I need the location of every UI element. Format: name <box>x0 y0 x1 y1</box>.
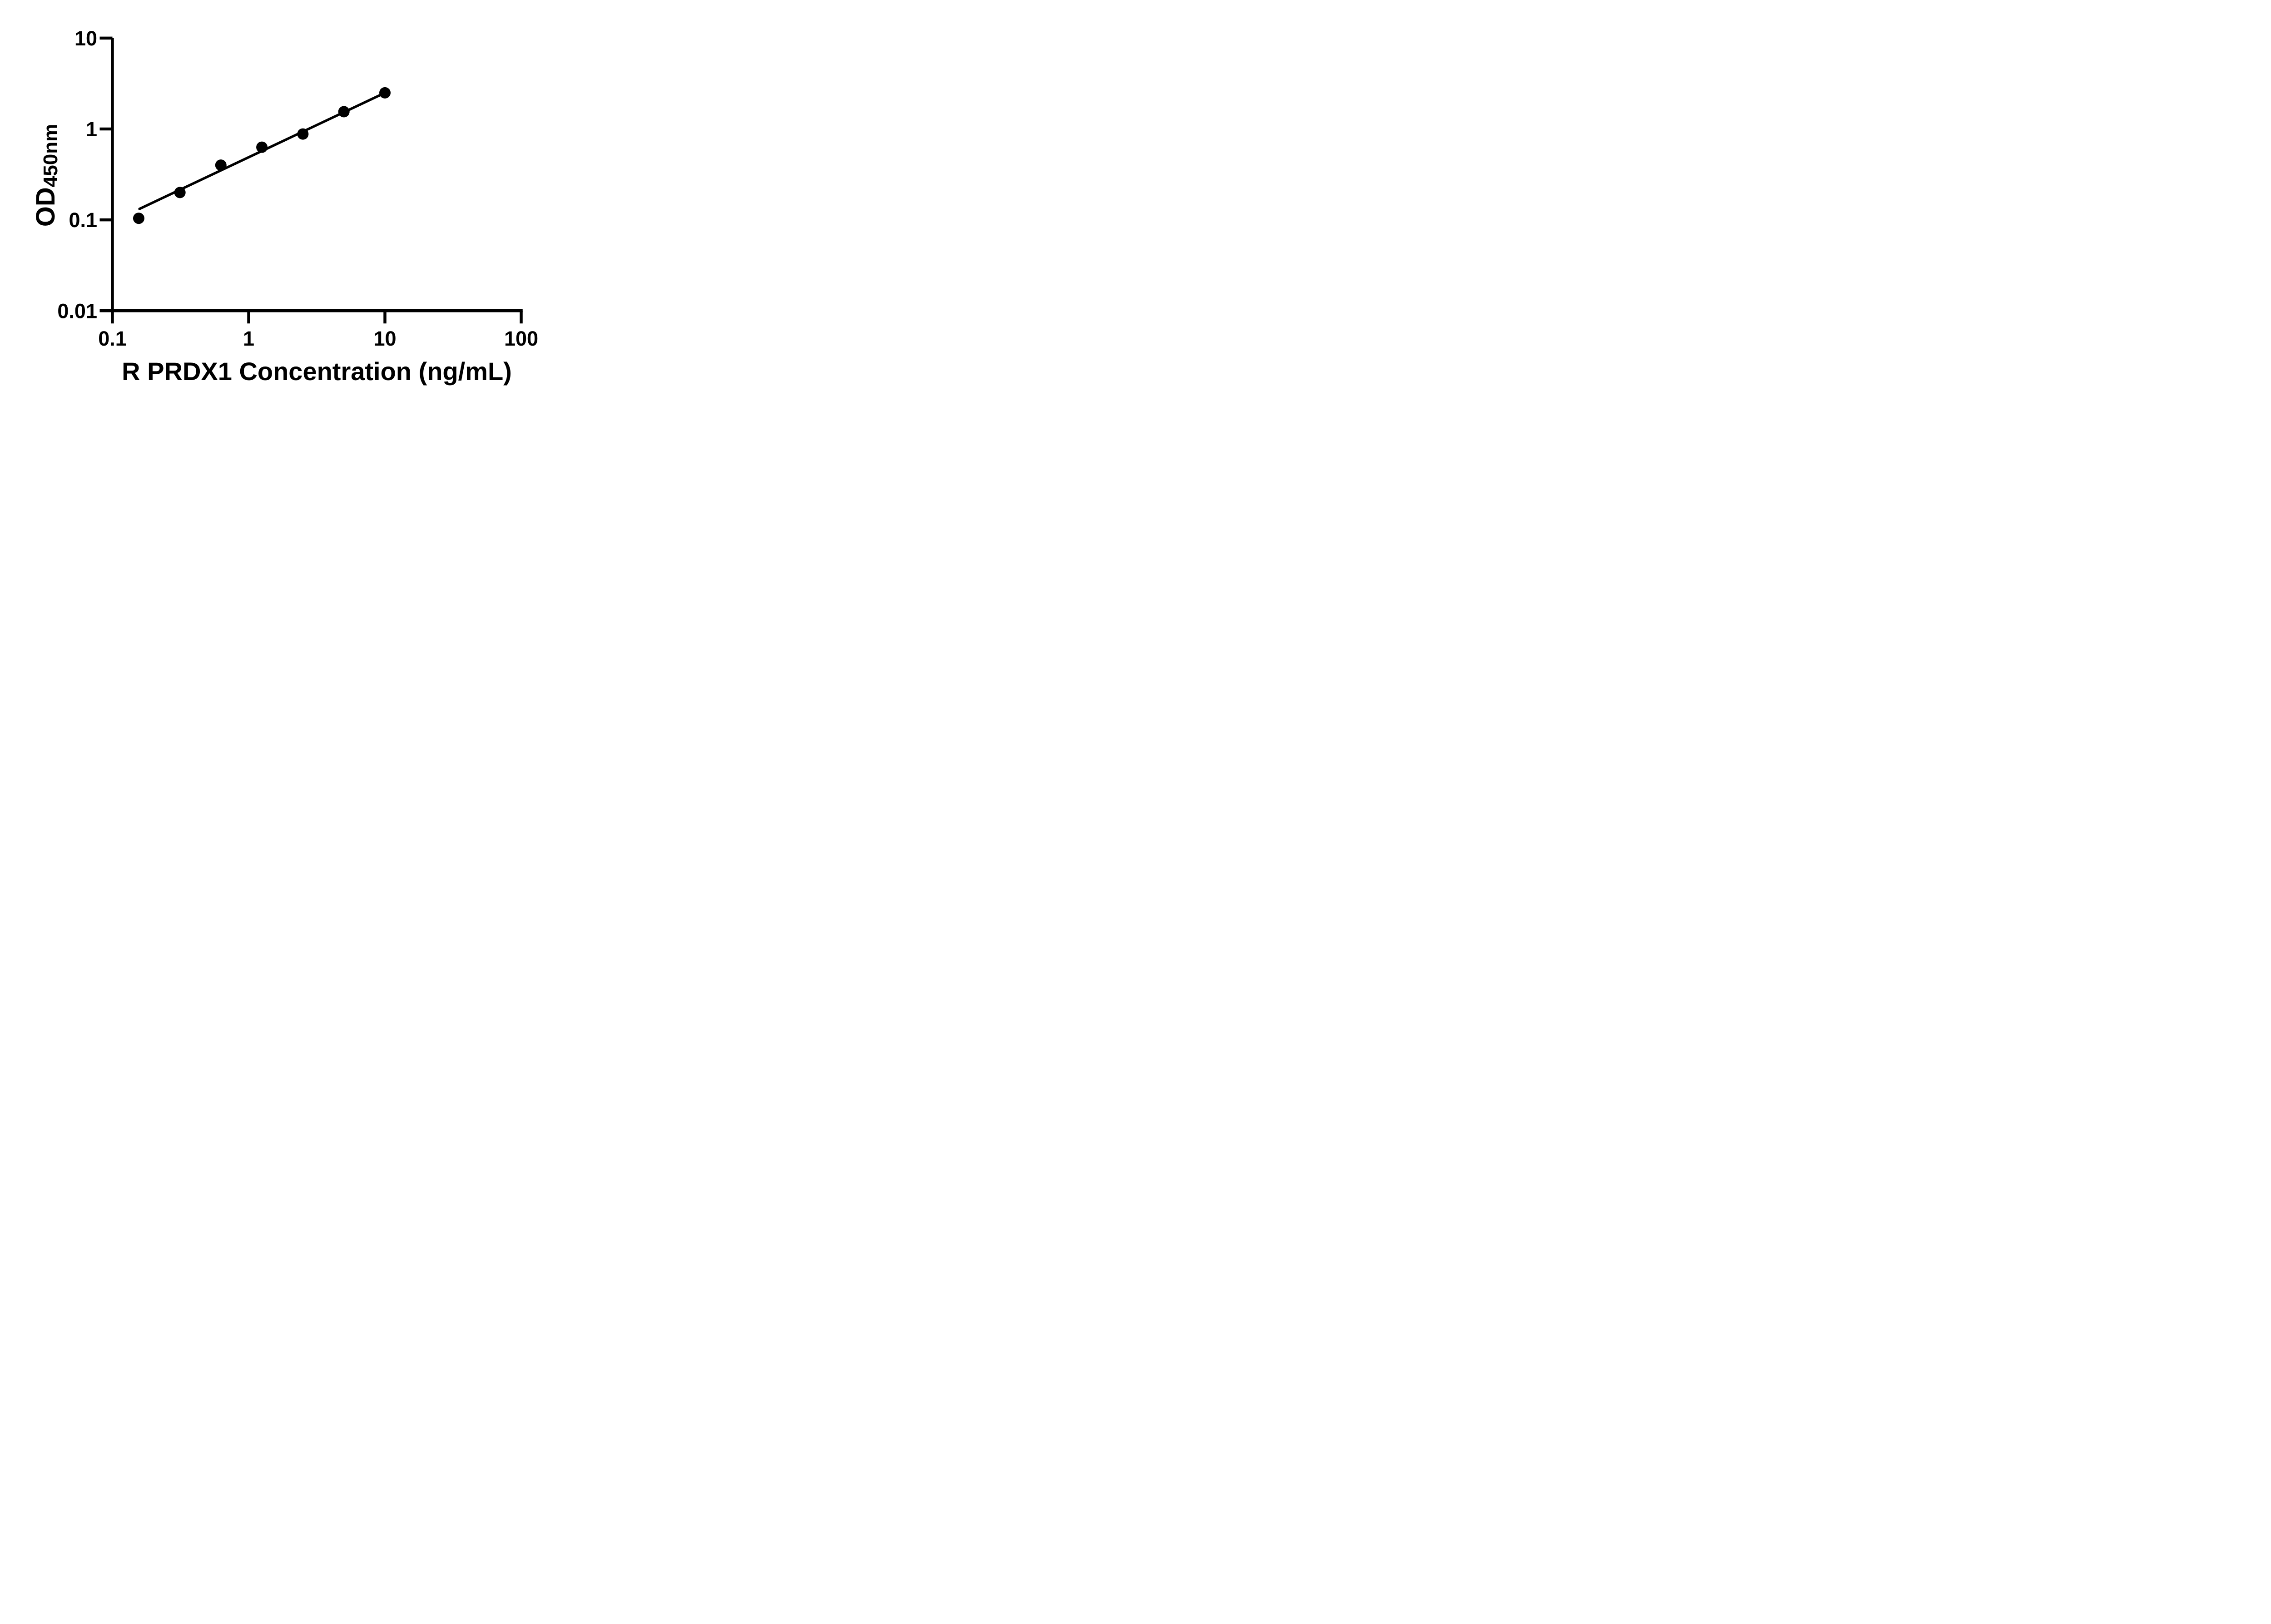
data-point <box>338 106 350 118</box>
data-point <box>215 159 227 171</box>
data-point <box>133 213 144 224</box>
x-tick-label: 10 <box>373 327 396 350</box>
x-tick-label: 0.1 <box>98 327 127 350</box>
data-point <box>174 187 186 198</box>
data-point <box>256 141 268 153</box>
x-axis-title: R PRDX1 Concentration (ng/mL) <box>122 357 512 386</box>
elisa-standard-curve-figure: OD 450nm 0.01 0.1 1 10 0.1 1 10 100 R PRDX1 Conc… <box>0 0 584 406</box>
y-tick-label: 1 <box>86 118 97 141</box>
x-tick-label: 1 <box>243 327 254 350</box>
y-tick-label: 10 <box>74 27 97 50</box>
data-point <box>297 128 309 140</box>
y-tick-label: 0.01 <box>57 299 97 322</box>
x-tick-label: 100 <box>504 327 538 350</box>
y-tick-label: 0.1 <box>69 208 97 232</box>
data-point <box>379 87 391 99</box>
